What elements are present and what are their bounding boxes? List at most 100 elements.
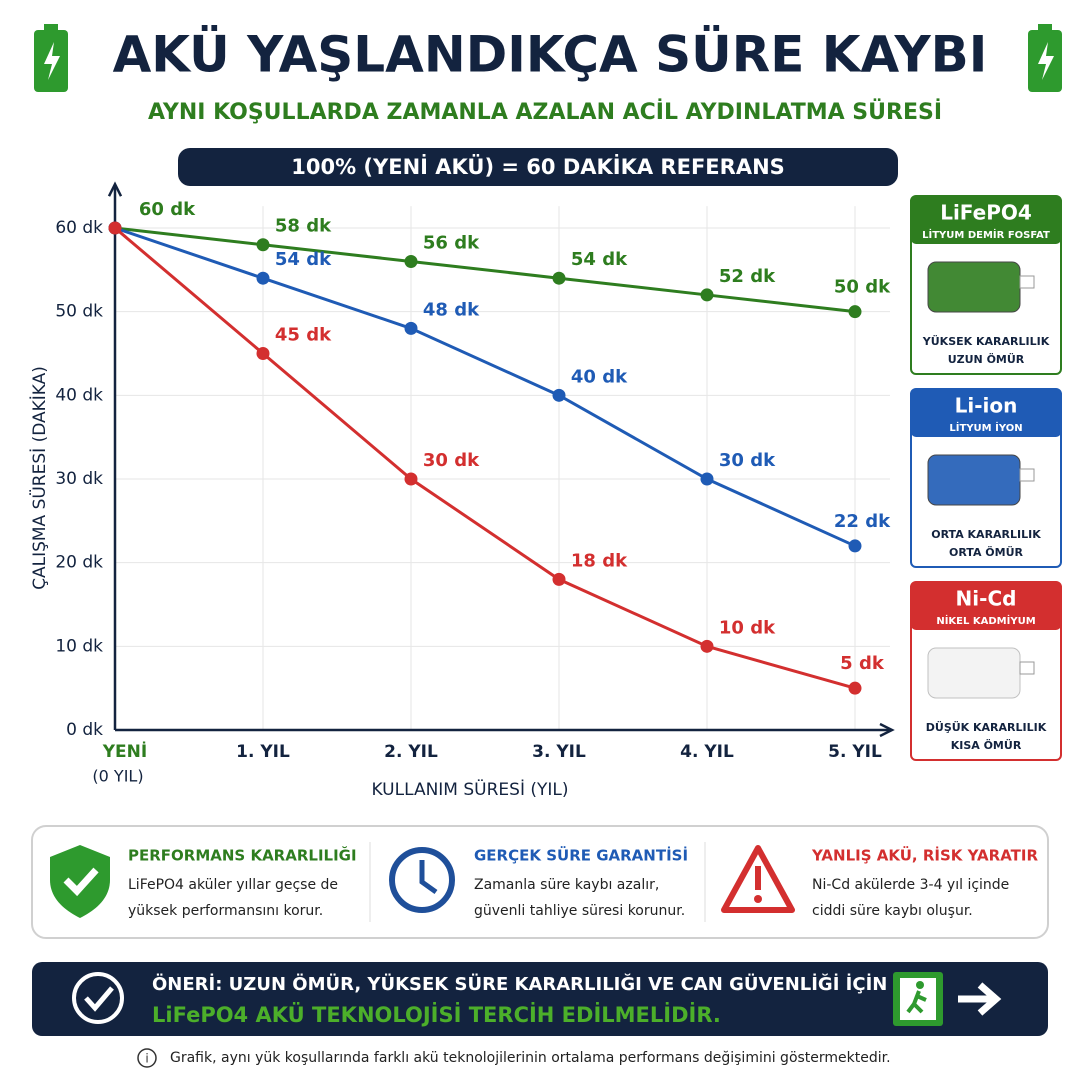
- check-icon: [72, 972, 124, 1024]
- value-label: 54 dk: [275, 249, 332, 270]
- battery-connector: [1019, 661, 1035, 675]
- x-tick-label: 2. YIL: [384, 742, 438, 762]
- feature-text: ciddi süre kaybı oluşur.: [812, 903, 973, 919]
- value-label: 50 dk: [834, 277, 891, 298]
- legend-note: YÜKSEK KARARLILIK: [922, 334, 1050, 348]
- x-axis-label: KULLANIM SÜRESİ (YIL): [371, 778, 568, 800]
- y-tick-label: 30 dk: [55, 469, 103, 489]
- data-point: [700, 288, 714, 302]
- x-axis-arrow: [879, 722, 895, 738]
- recommendation-bar: [32, 962, 1048, 1036]
- legend-note: UZUN ÖMÜR: [948, 352, 1025, 366]
- legend-card-header: [911, 389, 1061, 437]
- value-label: 60 dk: [139, 199, 196, 220]
- y-tick-label: 50 dk: [55, 302, 103, 322]
- warning-icon: [721, 845, 795, 913]
- legend-subtitle: LİTYUM İYON: [949, 420, 1022, 434]
- footnote: Grafik, aynı yük koşullarında farklı akü…: [170, 1050, 891, 1066]
- data-point: [256, 347, 270, 360]
- title: AKÜ YAŞLANDIKÇA SÜRE KAYBI: [113, 25, 988, 84]
- x-tick-label: 4. YIL: [680, 742, 734, 762]
- arrow-icon: [958, 982, 1002, 1016]
- y-tick-label: 0 dk: [66, 720, 103, 740]
- data-point: [404, 321, 418, 335]
- value-label: 54 dk: [571, 249, 628, 270]
- feature-text: yüksek performansını korur.: [128, 903, 323, 919]
- data-point: [552, 388, 566, 402]
- battery-icon: [34, 24, 68, 92]
- legend-note: KISA ÖMÜR: [951, 738, 1022, 752]
- recommendation-line2: LiFePO4 AKÜ TEKNOLOJİSİ TERCİH EDİLMELİD…: [152, 1002, 721, 1027]
- legend-note: DÜŞÜK KARARLILIK: [926, 720, 1047, 734]
- battery-pack: [927, 647, 1021, 699]
- legend-note: ORTA ÖMÜR: [949, 545, 1024, 559]
- battery-pack: [927, 261, 1021, 313]
- data-point: [404, 254, 418, 268]
- data-point: [256, 238, 270, 252]
- feature-text: güvenli tahliye süresi korunur.: [474, 903, 685, 919]
- y-tick-label: 60 dk: [55, 218, 103, 238]
- data-point: [256, 271, 270, 285]
- x-tick-note: (0 YIL): [92, 767, 143, 786]
- value-label: 5 dk: [840, 653, 885, 674]
- value-label: 10 dk: [719, 617, 776, 638]
- data-point: [404, 472, 418, 486]
- series-line: [114, 226, 856, 548]
- battery-pack: [927, 454, 1021, 506]
- legend-subtitle: LİTYUM DEMİR FOSFAT: [922, 227, 1050, 241]
- battery-connector: [1019, 468, 1035, 482]
- feature-text: Ni-Cd akülerde 3-4 yıl içinde: [812, 877, 1009, 893]
- info-icon: [137, 1048, 157, 1068]
- feature-title: GERÇEK SÜRE GARANTİSİ: [474, 846, 688, 865]
- data-point: [848, 305, 862, 319]
- x-tick-label: 5. YIL: [828, 742, 882, 762]
- data-point: [848, 681, 862, 695]
- data-point: [700, 639, 714, 653]
- plot: 0 dk 10 dk 20 dk 30 dk 40 dk 50 dk 60 dk YENİ 1.…: [55, 181, 895, 786]
- exit-sign: [893, 972, 943, 1026]
- legend-name: LiFePO4: [940, 201, 1032, 225]
- legend-name: Ni-Cd: [956, 587, 1017, 611]
- value-label: 22 dk: [834, 511, 891, 532]
- shield-icon: [50, 845, 110, 918]
- y-tick-label: 40 dk: [55, 385, 103, 405]
- value-label: 48 dk: [423, 299, 480, 320]
- feature-text: Zamanla süre kaybı azalır,: [474, 877, 659, 893]
- legend-name: Li-ion: [955, 394, 1018, 418]
- value-label: 18 dk: [571, 550, 628, 571]
- feature-text: LiFePO4 aküler yıllar geçse de: [128, 877, 338, 893]
- legend-card-header: [911, 582, 1061, 630]
- value-label: 30 dk: [719, 450, 776, 471]
- y-axis-label: ÇALIŞMA SÜRESİ (DAKİKA): [28, 366, 50, 590]
- recommendation-line1: ÖNERİ: UZUN ÖMÜR, YÜKSEK SÜRE KARARLILIĞ…: [152, 973, 887, 995]
- legend-card-header: [911, 196, 1061, 244]
- battery-connector: [1019, 275, 1035, 289]
- y-tick-label: 10 dk: [55, 636, 103, 656]
- y-axis-arrow: [107, 181, 123, 197]
- value-label: 30 dk: [423, 450, 480, 471]
- y-tick-label: 20 dk: [55, 553, 103, 573]
- data-point: [700, 472, 714, 486]
- legend-subtitle: NİKEL KADMİYUM: [936, 613, 1035, 627]
- data-point: [552, 271, 566, 285]
- data-point: [108, 221, 122, 235]
- x-tick-label: 3. YIL: [532, 742, 586, 762]
- value-label: 56 dk: [423, 232, 480, 253]
- value-label: 58 dk: [275, 216, 332, 237]
- info-icon-glyph: i: [145, 1052, 148, 1066]
- data-point: [552, 572, 566, 586]
- series-line: [114, 226, 856, 690]
- feature-title: YANLIŞ AKÜ, RİSK YARATIR: [811, 846, 1038, 865]
- series-line: [114, 226, 856, 314]
- reference: 100% (YENİ AKÜ) = 60 DAKİKA REFERANS: [291, 154, 785, 179]
- clock-icon: [389, 847, 455, 913]
- features: PERFORMANS KARARLILIĞI LiFePO4 aküler yıl…: [128, 846, 1038, 920]
- subtitle: AYNI KOŞULLARDA ZAMANLA AZALAN ACİL AYDI…: [148, 99, 942, 125]
- data-point: [848, 539, 862, 553]
- battery-icon: [1028, 24, 1062, 92]
- reference-bar: [178, 148, 898, 186]
- value-label: 45 dk: [275, 325, 332, 346]
- value-label: 40 dk: [571, 366, 628, 387]
- legend-note: ORTA KARARLILIK: [931, 528, 1041, 541]
